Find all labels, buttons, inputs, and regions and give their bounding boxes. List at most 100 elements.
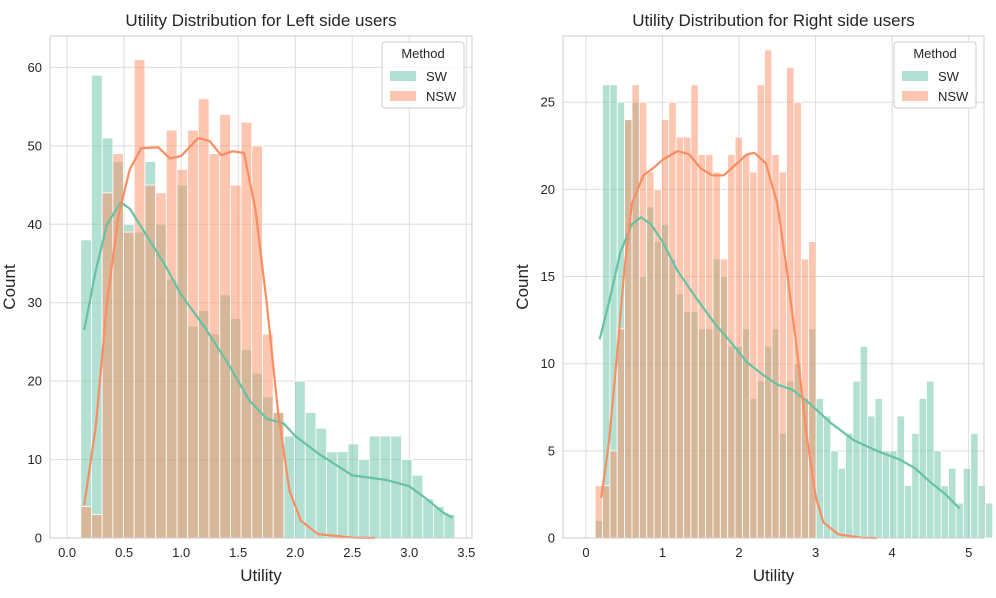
histogram-bar	[837, 467, 846, 539]
histogram-bar	[705, 154, 714, 539]
legend-swatch-nsw	[390, 91, 416, 101]
y-tick-label: 50	[28, 138, 42, 153]
plot-frame	[562, 35, 985, 539]
y-tick-label: 30	[28, 295, 42, 310]
y-tick-label: 10	[541, 356, 555, 371]
histogram-bar	[262, 333, 274, 539]
legend-label-nsw: NSW	[426, 89, 457, 104]
x-tick-label: 3.5	[457, 545, 475, 560]
histogram-bar	[358, 459, 370, 539]
chart-title: Utility Distribution for Right side user…	[632, 11, 914, 30]
histogram-bar	[368, 435, 381, 539]
histogram-bar	[734, 136, 743, 539]
histogram-bar	[742, 154, 751, 539]
legend-label-nsw: NSW	[938, 89, 969, 104]
legend-label-sw: SW	[938, 69, 960, 84]
y-tick-label: 5	[548, 443, 555, 458]
histogram-bar	[918, 398, 927, 539]
histogram-bar	[144, 184, 157, 539]
legend-title: Method	[401, 46, 444, 61]
x-tick-label: 0.5	[115, 545, 133, 560]
legend-swatch-nsw	[902, 91, 928, 101]
x-tick-label: 1.5	[229, 545, 247, 560]
histogram-bar	[904, 485, 913, 539]
y-tick-label: 40	[28, 217, 42, 232]
histogram-bar	[697, 154, 707, 539]
histogram-bar	[80, 506, 92, 539]
histogram-bar	[962, 467, 972, 539]
histogram-bar	[970, 433, 979, 539]
legend-title: Method	[913, 46, 956, 61]
histogram-bar	[852, 380, 861, 539]
chart-right: 0 1 2 3 4 5 0 5 10 15 20 25 Utility Distribution for…	[513, 11, 994, 585]
histogram-bar	[91, 514, 103, 539]
histogram-bar	[793, 101, 802, 539]
histogram-bar	[675, 136, 684, 539]
histogram-bar	[165, 129, 178, 539]
legend-swatch-sw	[390, 71, 416, 81]
histogram-bar	[602, 485, 611, 539]
histogram-bar	[933, 450, 942, 539]
histogram-bar	[101, 192, 114, 539]
y-axis-label: Count	[0, 264, 19, 310]
histogram-bar	[230, 184, 242, 539]
x-tick-label: 1	[659, 545, 666, 560]
histogram-bar	[304, 412, 317, 539]
histogram-bar	[294, 380, 306, 539]
x-tick-label: 2.5	[343, 545, 361, 560]
x-tick-label: 3.0	[400, 545, 418, 560]
x-axis-label: Utility	[240, 566, 282, 585]
y-tick-label: 0	[548, 531, 555, 546]
histogram-bar	[379, 435, 392, 539]
histogram-bar	[347, 443, 360, 539]
histogram-bar	[859, 345, 869, 539]
x-tick-label: 2.0	[286, 545, 304, 560]
x-tick-label: 5	[965, 545, 972, 560]
histogram-bar	[874, 398, 883, 539]
kde-line-sw	[598, 216, 961, 510]
histogram-bar	[155, 192, 167, 539]
plot-frame	[49, 35, 473, 539]
x-tick-label: 1.0	[172, 545, 190, 560]
histogram-bar	[653, 188, 662, 539]
histogram-bar	[823, 415, 832, 539]
legend-label-sw: SW	[426, 69, 448, 84]
histogram-bar	[889, 450, 898, 539]
histogram-bar	[911, 433, 920, 539]
histogram-bar	[123, 231, 135, 539]
histogram-bar	[443, 514, 456, 539]
histogram-bar	[668, 101, 677, 539]
histogram-bar	[219, 114, 231, 539]
histogram-bar	[609, 450, 618, 539]
x-tick-label: 3	[812, 545, 819, 560]
histogram-bar	[845, 433, 854, 539]
y-tick-label: 25	[541, 95, 555, 110]
histogram-bar	[616, 328, 626, 539]
histogram-bar	[631, 84, 640, 539]
series-nsw-bars	[80, 59, 285, 539]
histogram-bar	[638, 101, 648, 539]
chart-left: 0.0 0.5 1.0 1.5 2.0 2.5 3.0 3.5 0 10 20 30 40 50 60 Uti…	[0, 11, 475, 585]
histogram-bar	[133, 59, 146, 539]
histogram-bar	[764, 49, 773, 539]
histogram-bar	[881, 450, 891, 539]
x-tick-label: 0	[582, 545, 589, 560]
histogram-bar	[683, 136, 692, 539]
histogram-bar	[712, 171, 721, 539]
histogram-bar	[336, 451, 349, 539]
histogram-bar	[926, 380, 935, 539]
kde-line-sw	[83, 201, 454, 519]
y-tick-label: 10	[28, 452, 42, 467]
histogram-bar	[176, 168, 189, 539]
histogram-bar	[272, 412, 285, 539]
histogram-bar	[756, 84, 765, 539]
histogram-bar	[661, 119, 670, 539]
kde-line-nsw	[83, 136, 376, 540]
legend-swatch-sw	[902, 71, 928, 81]
y-tick-label: 20	[28, 374, 42, 389]
y-tick-label: 60	[28, 60, 42, 75]
histogram-bar	[896, 415, 905, 539]
histogram-bar	[830, 450, 839, 539]
y-tick-label: 20	[541, 182, 555, 197]
